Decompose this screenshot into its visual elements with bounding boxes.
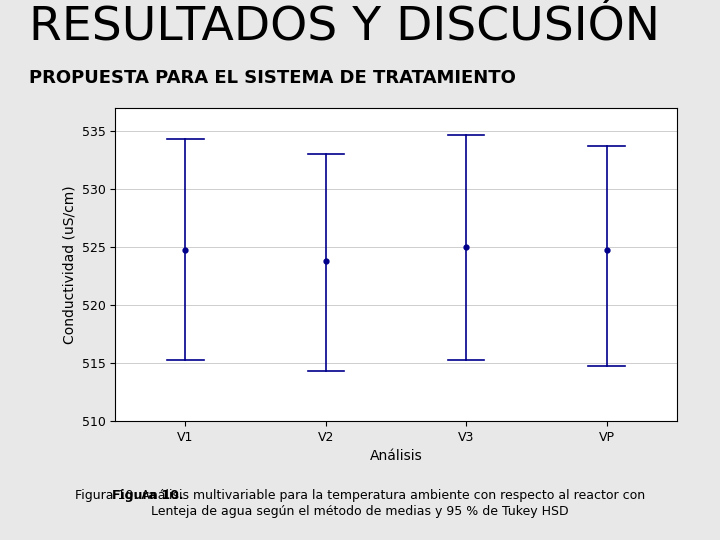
Text: RESULTADOS Y DISCUSIÓN: RESULTADOS Y DISCUSIÓN	[29, 5, 660, 50]
Text: PROPUESTA PARA EL SISTEMA DE TRATAMIENTO: PROPUESTA PARA EL SISTEMA DE TRATAMIENTO	[29, 69, 516, 87]
Text: Figura 10.: Figura 10.	[112, 489, 184, 502]
Text: Figura 10. Análisis multivariable para la temperatura ambiente con respecto al r: Figura 10. Análisis multivariable para l…	[75, 489, 645, 502]
Y-axis label: Conductividad (uS/cm): Conductividad (uS/cm)	[62, 185, 76, 344]
Text: Lenteja de agua según el método de medias y 95 % de Tukey HSD: Lenteja de agua según el método de media…	[151, 505, 569, 518]
X-axis label: Análisis: Análisis	[369, 449, 423, 463]
